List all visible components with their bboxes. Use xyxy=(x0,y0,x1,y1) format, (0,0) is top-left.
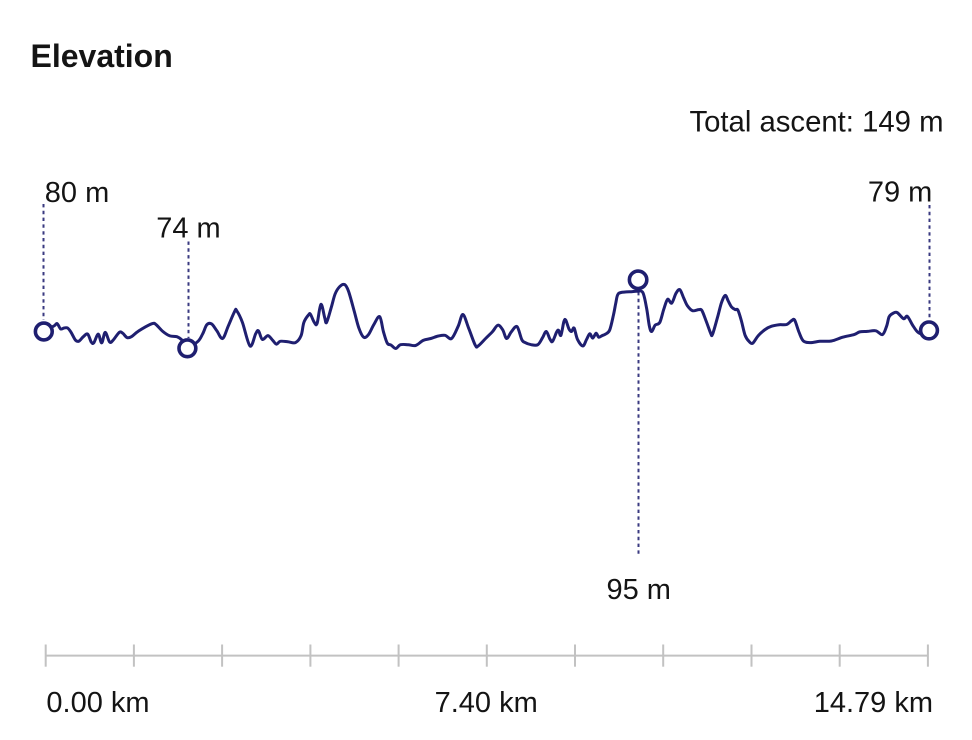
svg-text:95 m: 95 m xyxy=(606,574,670,606)
svg-text:7.40 km: 7.40 km xyxy=(435,687,538,719)
svg-text:80 m: 80 m xyxy=(45,177,109,209)
svg-text:0.00 km: 0.00 km xyxy=(46,687,149,719)
svg-text:14.79 km: 14.79 km xyxy=(814,687,933,719)
svg-text:79 m: 79 m xyxy=(868,176,932,208)
svg-text:74 m: 74 m xyxy=(156,213,220,245)
svg-text:Elevation: Elevation xyxy=(31,38,173,74)
svg-text:Total ascent: 149 m: Total ascent: 149 m xyxy=(689,106,943,139)
